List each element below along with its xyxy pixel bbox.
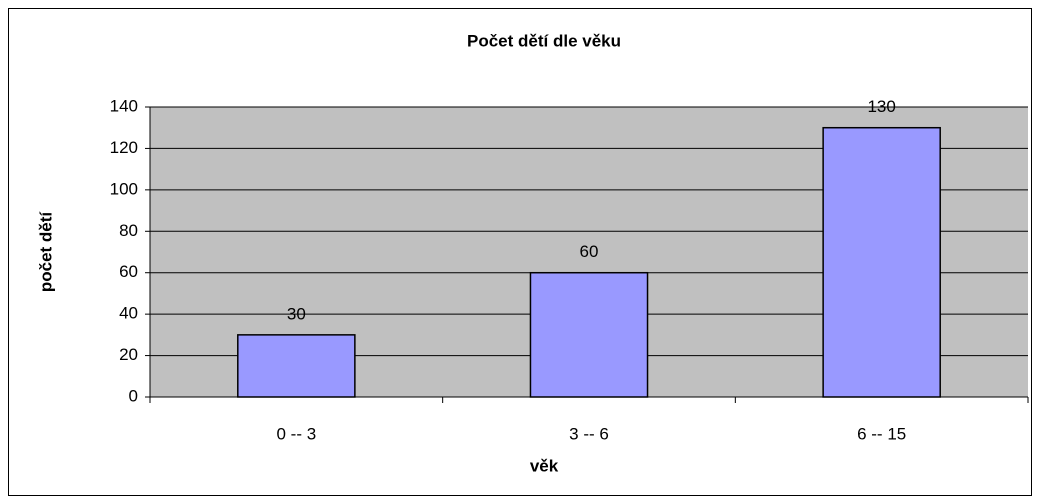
bar [237,334,356,398]
y-tick-label: 60 [119,262,138,281]
y-tick-label: 140 [110,96,138,115]
y-tick-label: 100 [110,179,138,198]
y-axis-label: počet dětí [36,211,55,293]
y-tick-label: 40 [119,304,138,323]
data-label: 130 [867,97,895,116]
y-tick-label: 20 [119,345,138,364]
bar [822,126,941,398]
y-tick-label: 0 [129,386,138,405]
data-label: 30 [287,304,306,323]
y-tick-label: 80 [119,221,138,240]
chart-title: Počet dětí dle věku [467,31,621,50]
data-label: 60 [580,242,599,261]
x-tick-label: 3 -- 6 [569,424,609,443]
y-tick-label: 120 [110,138,138,157]
x-tick-label: 6 -- 15 [857,424,906,443]
x-axis-label: věk [530,456,559,475]
bar [529,271,649,398]
x-tick-label: 0 -- 3 [276,424,316,443]
